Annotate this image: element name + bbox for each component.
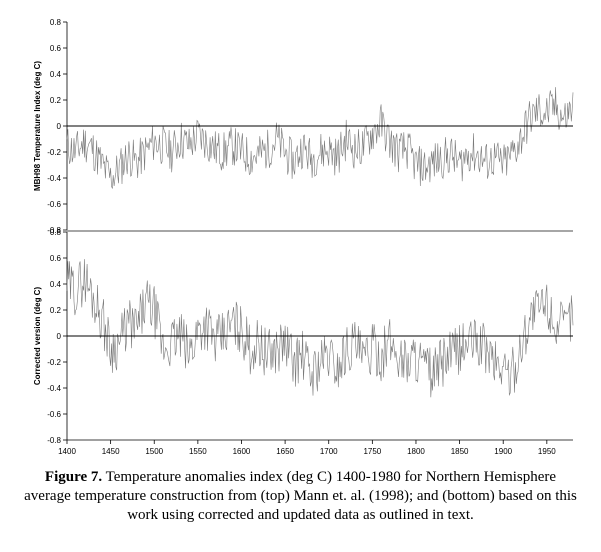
- y-axis-title: MBH98 Temperature Index (deg C): [33, 61, 42, 191]
- y-tick-label: -0.8: [47, 226, 61, 235]
- y-tick-label: 0.4: [50, 70, 62, 79]
- y-tick-label: 0: [57, 122, 62, 131]
- caption-text: Temperature anomalies index (deg C) 1400…: [24, 469, 577, 523]
- y-tick-label: -0.6: [47, 410, 61, 419]
- chart-top: 0.8 0.6 0.4 0.2 0 -0.2 -0.4 -0.6 -0.8 MBH98 Tempe…: [33, 18, 574, 235]
- y-tick-label: -0.4: [47, 384, 61, 393]
- x-tick-label: 1650: [276, 447, 294, 456]
- x-tick-label: 1500: [145, 447, 163, 456]
- y-tick-label: 0.6: [50, 44, 62, 53]
- y-tick-label: -0.2: [47, 358, 61, 367]
- x-tick-label: 1750: [363, 447, 381, 456]
- x-tick-label: 1600: [233, 447, 251, 456]
- x-tick-label: 1700: [320, 447, 338, 456]
- chart-bottom: 0.8 0.6 0.4 0.2 0 -0.2 -0.4 -0.6 -0.8 Corrected v…: [33, 228, 574, 456]
- x-tick-label: 1900: [494, 447, 512, 456]
- series-line: [66, 259, 574, 398]
- y-tick-label: 0.8: [50, 228, 62, 237]
- x-tick-label: 1450: [102, 447, 120, 456]
- y-tick-label: -0.4: [47, 174, 61, 183]
- figure-charts: 0.8 0.6 0.4 0.2 0 -0.2 -0.4 -0.6 -0.8 MBH98 Tempe…: [33, 18, 574, 456]
- y-tick-label: 0.2: [50, 306, 62, 315]
- x-tick-label: 1550: [189, 447, 207, 456]
- x-tick-label: 1800: [407, 447, 425, 456]
- y-axis-title: Corrected version (deg C): [33, 287, 42, 386]
- y-tick-label: 0.4: [50, 280, 62, 289]
- figure-caption: Figure 7. Temperature anomalies index (d…: [20, 468, 581, 525]
- y-tick-label: 0: [57, 332, 62, 341]
- x-tick-label: 1950: [538, 447, 556, 456]
- x-tick-label: 1850: [451, 447, 469, 456]
- series-line: [66, 87, 574, 189]
- y-tick-label: 0.8: [50, 18, 62, 27]
- x-tick-label: 1400: [58, 447, 76, 456]
- y-tick-label: 0.6: [50, 254, 62, 263]
- y-tick-label: 0.2: [50, 96, 62, 105]
- y-tick-label: -0.6: [47, 200, 61, 209]
- caption-label: Figure 7.: [44, 469, 103, 485]
- y-tick-label: -0.8: [47, 436, 61, 445]
- y-tick-label: -0.2: [47, 148, 61, 157]
